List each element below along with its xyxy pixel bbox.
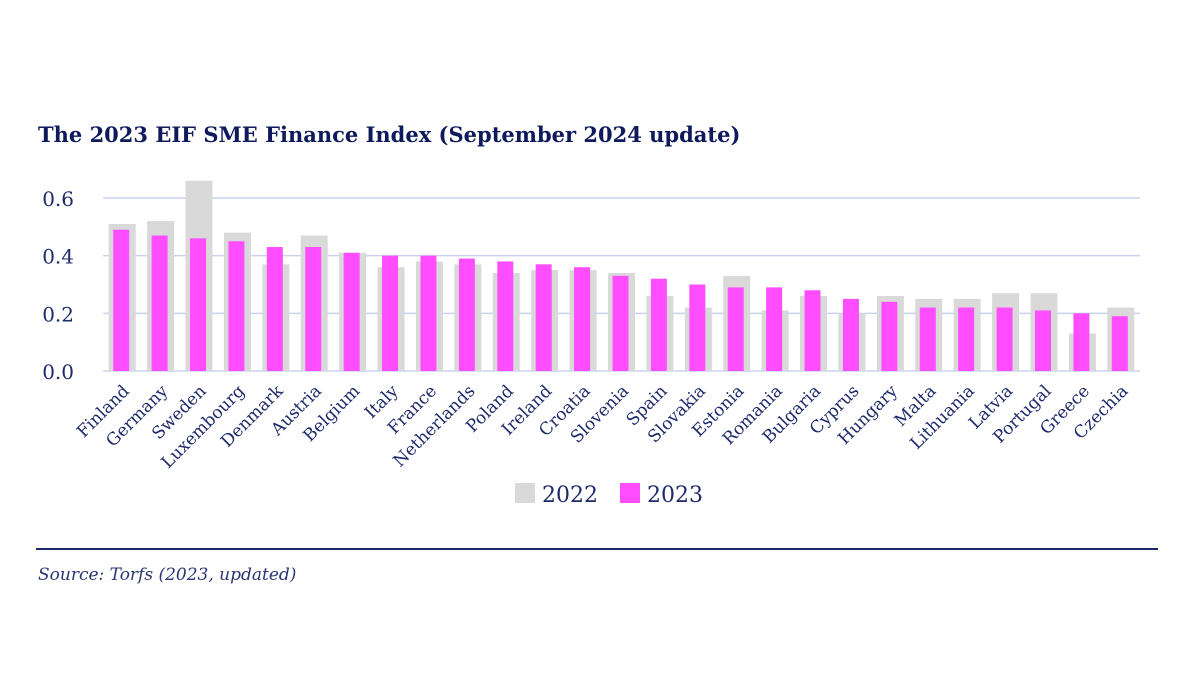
bar-2023-netherlands: [458, 258, 475, 371]
x-axis-ticks: FinlandGermanySwedenLuxembourgDenmarkAus…: [73, 381, 1132, 473]
bar-2023-czechia: [1111, 316, 1128, 371]
bar-2023-spain: [650, 278, 667, 371]
bar-2023-france: [420, 255, 437, 371]
bar-chart: 0.0 0.2 0.4 0.6 FinlandGermanySwedenLuxembo…: [42, 180, 1140, 508]
bar-2023-slovakia: [689, 284, 706, 371]
y-tick-label: 0.2: [42, 302, 74, 326]
bar-2023-bulgaria: [804, 290, 821, 371]
bar-2023-cyprus: [842, 298, 859, 371]
bar-2023-latvia: [996, 307, 1013, 371]
bar-2023-belgium: [343, 252, 360, 371]
bar-2023-greece: [1073, 313, 1090, 371]
bar-2023-romania: [766, 287, 783, 371]
bar-2023-italy: [382, 255, 399, 371]
legend-label-2022: 2022: [542, 483, 598, 508]
y-tick-label: 0.0: [42, 360, 74, 384]
bar-2023-luxembourg: [228, 241, 245, 371]
bar-2023-ireland: [535, 264, 552, 371]
bar-2023-malta: [919, 307, 936, 371]
legend-label-2023: 2023: [647, 483, 703, 508]
divider: [36, 548, 1158, 550]
y-tick-label: 0.4: [42, 245, 74, 269]
legend-swatch-2022: [515, 483, 535, 503]
bar-2023-germany: [151, 235, 168, 371]
bar-2023-lithuania: [958, 307, 975, 371]
bar-2023-estonia: [727, 287, 744, 371]
bar-2023-finland: [113, 229, 130, 371]
bars: [108, 180, 1135, 371]
legend: 2022 2023: [515, 483, 703, 508]
source-note: Source: Torfs (2023, updated): [38, 565, 297, 585]
chart-title: The 2023 EIF SME Finance Index (Septembe…: [38, 122, 741, 147]
bar-2023-croatia: [574, 267, 591, 371]
bar-2023-poland: [497, 261, 514, 371]
bar-2023-slovenia: [612, 275, 629, 371]
bar-2023-denmark: [266, 247, 283, 371]
bar-2023-hungary: [881, 301, 898, 371]
y-tick-label: 0.6: [42, 187, 74, 211]
y-axis-ticks: 0.0 0.2 0.4 0.6: [42, 187, 74, 384]
bar-2023-sweden: [190, 238, 207, 371]
legend-swatch-2023: [620, 483, 640, 503]
bar-2023-portugal: [1034, 310, 1051, 371]
bar-2023-austria: [305, 247, 322, 371]
